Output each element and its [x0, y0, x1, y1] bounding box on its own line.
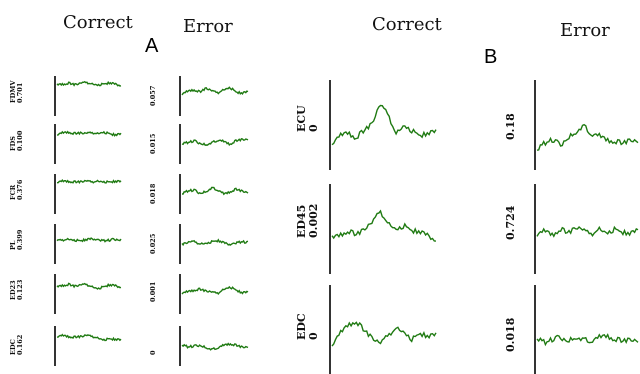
panel-label-a: A: [145, 35, 159, 57]
trace-FDS-correct: [56, 130, 122, 137]
trace-PL-correct: [56, 237, 122, 243]
panel-label-b: B: [484, 46, 498, 68]
trace-EDC-error: [181, 342, 249, 351]
trace-FCR-correct: [57, 179, 122, 184]
trace-FDMV-error: [181, 86, 249, 96]
trace-ED23-correct: [56, 282, 122, 290]
trace-ED45-error: [536, 225, 639, 238]
trace-FDS-error: [181, 138, 249, 146]
header-error-b: Error: [560, 20, 610, 41]
header-error-a: Error: [183, 16, 233, 37]
trace-EDC-error: [536, 333, 639, 347]
trace-EDC-correct: [331, 321, 437, 347]
trace-ECU-error: [536, 123, 639, 151]
header-correct-a: Correct: [63, 12, 133, 33]
trace-FDMV-correct: [56, 80, 122, 87]
trace-ECU-correct: [331, 104, 437, 146]
header-correct-b: Correct: [372, 14, 442, 35]
trace-FCR-error: [182, 186, 249, 196]
trace-PL-error: [181, 238, 249, 247]
trace-EDC-correct: [57, 333, 122, 342]
trace-ED45-correct: [331, 209, 437, 242]
trace-ED23-error: [181, 285, 249, 295]
